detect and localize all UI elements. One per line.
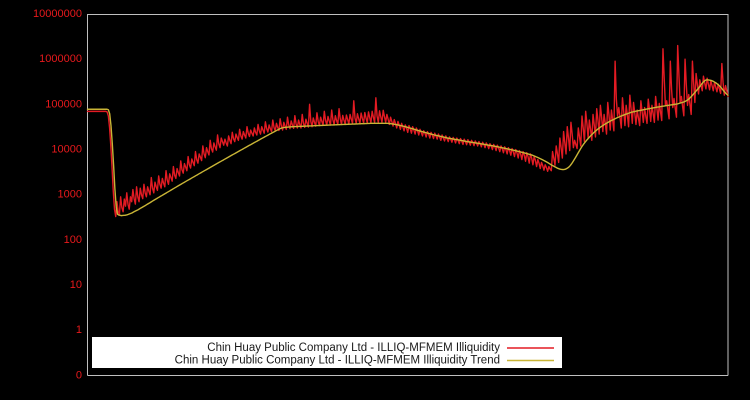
y-axis-tick-label: 10000 bbox=[51, 143, 82, 155]
y-axis-tick-label: 1 bbox=[76, 324, 82, 336]
legend-label: Chin Huay Public Company Ltd - ILLIQ-MFM… bbox=[175, 355, 500, 367]
y-axis-tick-label: 100 bbox=[64, 234, 82, 246]
y-axis-tick-label: 1000000 bbox=[39, 53, 82, 65]
legend-label: Chin Huay Public Company Ltd - ILLIQ-MFM… bbox=[207, 342, 500, 354]
series-line-illiquidity bbox=[86, 44, 729, 218]
chart-legend: Chin Huay Public Company Ltd - ILLIQ-MFM… bbox=[92, 337, 562, 368]
y-axis-tick-label: 10000000 bbox=[33, 8, 82, 20]
data-series-group bbox=[86, 44, 729, 218]
y-axis-tick-label: 1000 bbox=[58, 189, 82, 201]
y-axis-tick-label: 0 bbox=[76, 369, 82, 381]
plot-axes bbox=[87, 14, 729, 376]
series-line-illiquidity-trend bbox=[86, 79, 729, 217]
y-axis-tick-label: 100000 bbox=[45, 98, 82, 110]
legend-background bbox=[92, 337, 562, 368]
y-axis-tick-label: 10 bbox=[70, 279, 82, 291]
